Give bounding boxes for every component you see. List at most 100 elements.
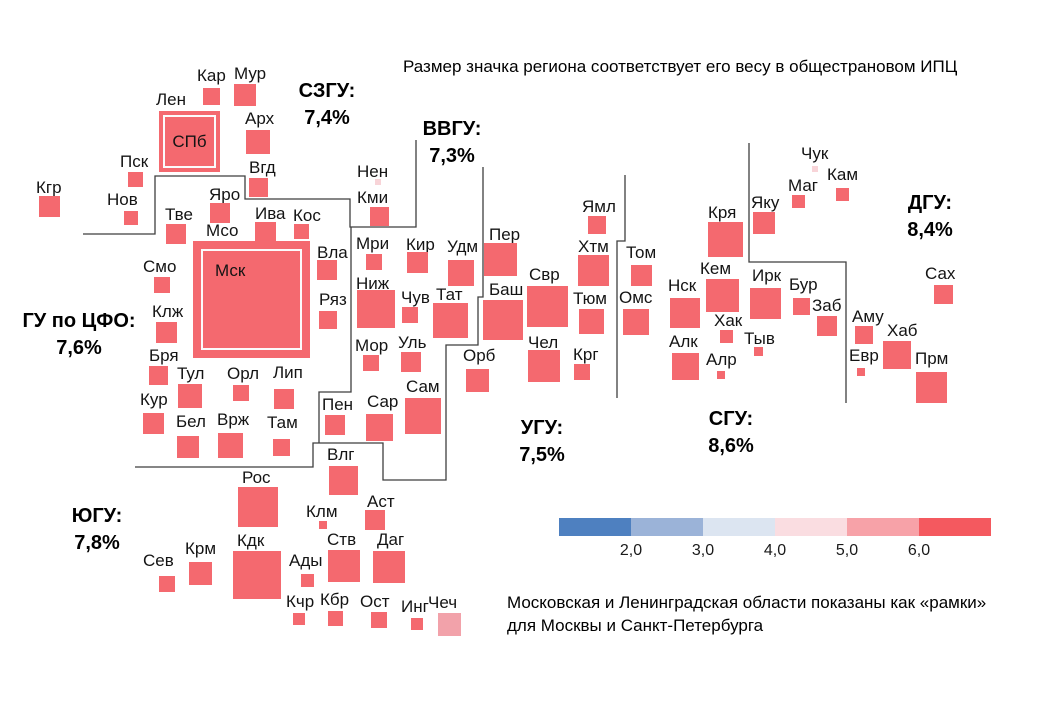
region-square-Кур [143, 413, 164, 434]
region-label-СПб: СПб [172, 131, 207, 151]
region-square-Лип [274, 389, 294, 409]
legend-tick-0: 2,0 [619, 542, 643, 559]
region-label-Рос: Рос [242, 468, 271, 487]
region-square-Сах [934, 285, 953, 304]
region-label-Чук: Чук [801, 144, 829, 163]
region-label-Ямл: Ямл [582, 197, 616, 216]
size-note: Размер значка региона соответствует его … [403, 57, 958, 76]
region-square-Удм [448, 260, 474, 286]
region-label-Бур: Бур [789, 275, 818, 294]
region-label-Кми: Кми [357, 188, 389, 207]
district-value: 8,4% [907, 219, 953, 241]
district-border-0 [83, 140, 417, 235]
region-square-Нск [670, 298, 700, 328]
region-label-Мри: Мри [356, 234, 390, 253]
region-square-Бур [793, 298, 810, 315]
region-square-Евр [857, 368, 865, 376]
region-frame-СПб: СПб [159, 111, 220, 172]
region-square-Ост [371, 612, 387, 628]
legend-segment-3 [775, 518, 847, 536]
region-square-Мри [366, 254, 382, 270]
region-square-Ниж [357, 290, 395, 328]
district-name: ДГУ: [907, 192, 953, 214]
region-label-Нск: Нск [668, 276, 697, 295]
region-frame-Мск: Мск [193, 241, 310, 358]
region-square-Ива [255, 222, 276, 243]
region-square-Кря [708, 222, 743, 257]
region-label-Там: Там [267, 413, 298, 432]
region-label-Орл: Орл [227, 364, 260, 383]
region-square-Даг [373, 551, 405, 583]
region-label-Удм: Удм [447, 237, 479, 256]
region-label-Пер: Пер [489, 225, 521, 244]
region-label-Тюм: Тюм [573, 289, 607, 308]
region-label-Хтм: Хтм [578, 237, 609, 256]
region-label-Тыв: Тыв [744, 329, 775, 348]
district-name: СЗГУ: [298, 80, 356, 102]
region-label-Мсо: Мсо [206, 221, 239, 240]
region-label-Даг: Даг [377, 530, 405, 549]
district-value: 7,8% [74, 532, 120, 554]
region-label-Мск: Мск [215, 261, 246, 280]
region-label-Маг: Маг [788, 176, 819, 195]
district-name: ГУ по ЦФО: [22, 310, 136, 332]
region-label-Сах: Сах [925, 264, 956, 283]
region-square-Врж [218, 433, 243, 458]
region-square-Влг [329, 466, 358, 495]
region-square-Сам [405, 398, 441, 434]
district-label-ГУпоЦФО: ГУ по ЦФО: 7,6% [22, 308, 135, 362]
region-square-Заб [817, 316, 837, 336]
region-square-Чук [812, 166, 818, 172]
region-square-Там [273, 439, 290, 456]
region-square-Кми [370, 207, 389, 226]
district-label-СГУ: СГУ: 8,6% [708, 406, 754, 460]
region-square-Чеч [438, 613, 461, 636]
region-square-Нен [375, 179, 381, 185]
region-label-Мор: Мор [355, 336, 389, 355]
region-frame-inner-Мск [201, 249, 302, 350]
district-value: 7,5% [519, 444, 565, 466]
region-label-Бел: Бел [176, 412, 206, 431]
region-square-Чел [528, 350, 560, 382]
region-label-Алк: Алк [669, 332, 698, 351]
region-square-Орб [466, 369, 489, 392]
region-square-Кар [203, 88, 220, 105]
district-name: ЮГУ: [71, 505, 123, 527]
region-label-Ирк: Ирк [752, 266, 782, 285]
legend-segment-1 [631, 518, 703, 536]
region-label-Ива: Ива [255, 204, 286, 223]
region-label-Лен: Лен [156, 90, 186, 109]
region-label-Сев: Сев [143, 551, 174, 570]
district-label-УГУ: УГУ: 7,5% [519, 415, 565, 469]
region-label-Инг: Инг [401, 597, 429, 616]
district-border-1 [318, 227, 352, 443]
region-square-Нов [124, 211, 138, 225]
region-label-Прм: Прм [915, 349, 949, 368]
region-label-Свр: Свр [529, 265, 560, 284]
legend-segment-5 [919, 518, 991, 536]
district-value: 7,6% [56, 337, 102, 359]
legend-tick-4: 6,0 [907, 542, 931, 559]
region-square-Алр [717, 371, 725, 379]
region-square-Хак [720, 330, 733, 343]
region-square-Кдк [233, 551, 281, 599]
district-name: СГУ: [708, 408, 754, 430]
region-square-Омс [623, 309, 649, 335]
district-border-3 [616, 175, 626, 398]
region-square-Пер [484, 243, 517, 276]
region-label-Нов: Нов [107, 190, 138, 209]
region-square-Уль [401, 352, 421, 372]
region-label-Пск: Пск [120, 152, 149, 171]
region-square-Ств [328, 550, 360, 582]
region-label-Вла: Вла [317, 243, 348, 262]
district-value: 7,3% [429, 145, 475, 167]
region-label-Алр: Алр [706, 350, 737, 369]
region-square-Яро [210, 203, 230, 223]
region-square-Алк [672, 353, 699, 380]
region-label-Хаб: Хаб [887, 321, 918, 340]
region-label-Кос: Кос [293, 206, 321, 225]
district-value: 7,4% [304, 107, 350, 129]
region-square-Аст [365, 510, 385, 530]
